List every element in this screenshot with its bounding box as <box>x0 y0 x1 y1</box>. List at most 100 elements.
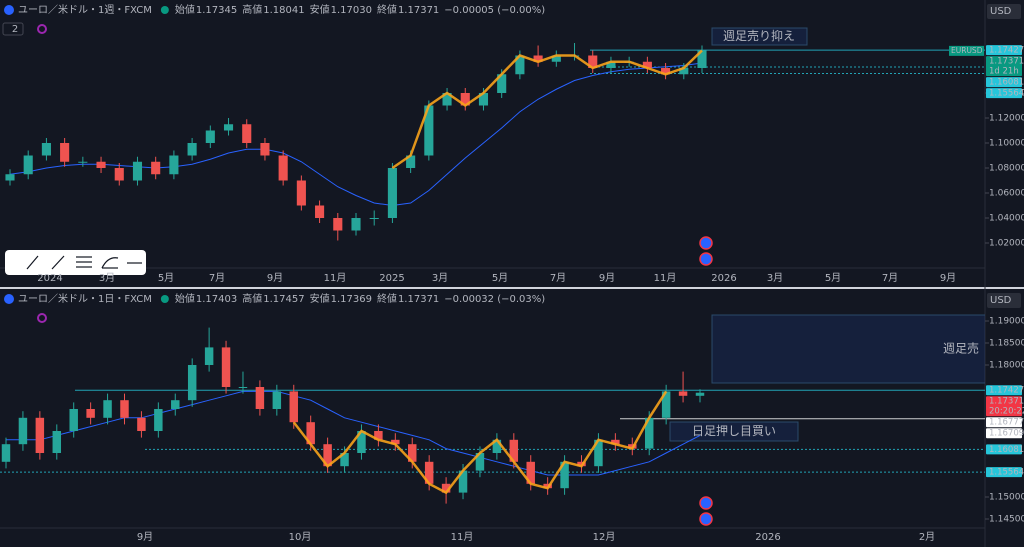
indicator-icon <box>37 24 47 34</box>
time-label: 11月 <box>451 531 474 543</box>
candle-body <box>340 453 349 467</box>
annotation-text: 週足売り抑え <box>723 28 795 43</box>
candle-body <box>306 422 315 445</box>
price-label-bg <box>986 385 1022 396</box>
ohlc-value: 1.17371 <box>398 5 439 16</box>
price-change: −0.00032 (−0.03%) <box>444 294 545 305</box>
candle-body <box>151 161 161 175</box>
ohlc-value: 1.17030 <box>331 5 372 16</box>
symbol-tag: EURUSD <box>951 46 983 55</box>
price-label: 1.15564 <box>989 89 1024 99</box>
event-icon[interactable] <box>699 236 713 250</box>
ohlc-label: 始値 <box>175 3 195 16</box>
price-label-bg <box>986 56 1022 77</box>
candle-body <box>408 444 417 462</box>
annotation-text: 週足売 <box>943 341 979 356</box>
time-label: 10月 <box>289 531 312 543</box>
candle-body <box>594 439 603 467</box>
ohlc-label: 高値 <box>242 292 262 305</box>
ohlc-label: 終値 <box>377 292 397 305</box>
currency-button[interactable] <box>987 293 1021 308</box>
time-label: 9月 <box>137 531 153 543</box>
event-icon[interactable] <box>699 496 713 510</box>
candle-body <box>533 55 543 62</box>
price-label: 1.17371 <box>989 57 1024 67</box>
candle-body <box>391 439 400 445</box>
candle-body <box>424 105 434 156</box>
candle-body <box>103 400 112 418</box>
price-label: 1.16081 <box>989 445 1024 455</box>
drawing-toolbar[interactable] <box>5 250 146 275</box>
price-change: −0.00005 (−0.00%) <box>444 5 545 16</box>
time-label: 7月 <box>550 272 566 284</box>
price-tick-label: 1.04000 <box>989 214 1024 224</box>
candle-body <box>52 431 62 453</box>
candle-body <box>35 417 45 453</box>
candle-body <box>154 409 163 431</box>
candle-body <box>642 61 652 68</box>
price-label: 1.17371 <box>989 397 1024 407</box>
time-label: 9月 <box>267 272 283 284</box>
candle-body <box>351 218 361 231</box>
ohlc-label: 安値 <box>310 3 330 16</box>
candle-body <box>5 174 15 181</box>
price-label: 1.16081 <box>989 78 1024 88</box>
candle-body <box>96 161 106 168</box>
candle-body <box>171 400 180 409</box>
candle-body <box>114 168 124 181</box>
candle-body <box>221 347 231 387</box>
price-label: 1.16777 <box>989 418 1024 428</box>
candle-body <box>611 439 620 445</box>
time-label: 9月 <box>599 272 615 284</box>
price-label-bg <box>986 45 1022 56</box>
candle-body <box>515 55 525 75</box>
candle-body <box>475 453 485 471</box>
trend-drawing[interactable] <box>391 49 703 170</box>
time-label: 5月 <box>492 272 508 284</box>
annotation-box[interactable] <box>711 314 992 384</box>
currency-button[interactable] <box>987 4 1021 19</box>
price-tick-label: 1.10000 <box>989 139 1024 149</box>
price-label-bg <box>986 77 1022 88</box>
candle-body <box>187 143 197 156</box>
annotation-box[interactable] <box>669 421 799 442</box>
trend-drawing[interactable] <box>292 390 668 495</box>
price-tick-label: 1.02000 <box>989 239 1024 249</box>
candle-body <box>187 365 197 401</box>
candle-body <box>41 143 51 156</box>
candle-body <box>644 417 654 449</box>
price-tick-label: 1.14500 <box>989 515 1024 525</box>
candle-body <box>424 461 434 484</box>
candle-body <box>289 391 298 423</box>
price-tick-label: 1.12000 <box>989 114 1024 124</box>
price-tick-label: 1.08000 <box>989 164 1024 174</box>
chart-pane: ユーロ／米ドル・1日・FXCM 始値 1.17403 高値 1.17457 安値 1.173… <box>0 292 1024 543</box>
candle-body <box>60 143 70 162</box>
annotation-text: 日足押し目買い <box>692 424 776 438</box>
candle-body <box>272 391 282 409</box>
candle-body <box>205 130 215 143</box>
indicator-icon <box>37 313 47 323</box>
annotation-box[interactable] <box>711 27 808 46</box>
candle-body <box>679 68 689 75</box>
price-tick-label: 1.19000 <box>989 317 1024 327</box>
currency-label: USD <box>990 6 1012 17</box>
time-label: 7月 <box>882 272 898 284</box>
event-icon[interactable] <box>699 252 713 266</box>
price-label-bg <box>986 417 1022 428</box>
candle-body <box>588 55 598 68</box>
candle-body <box>137 417 146 431</box>
candle-body <box>478 93 489 106</box>
candle-body <box>442 93 452 106</box>
legend-toggle[interactable] <box>2 22 24 36</box>
candle-body <box>509 439 519 462</box>
time-label: 12月 <box>593 531 616 543</box>
time-label: 3月 <box>767 272 783 284</box>
candle-body <box>606 61 616 68</box>
candle-body <box>460 93 470 106</box>
symbol-tag-bg <box>949 45 984 56</box>
time-label: 2025 <box>379 273 404 284</box>
event-icon[interactable] <box>699 512 713 526</box>
